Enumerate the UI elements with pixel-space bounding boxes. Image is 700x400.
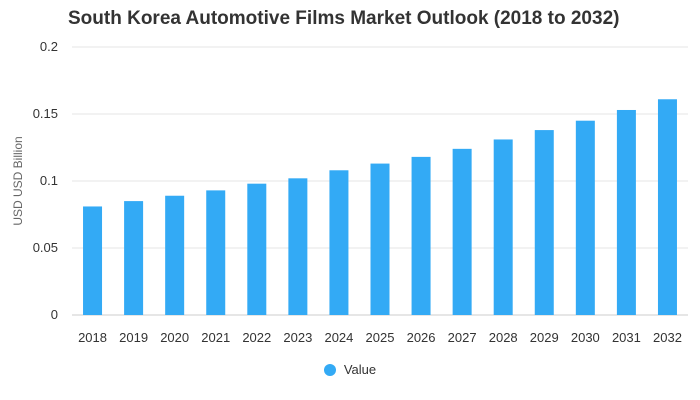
- bars: [83, 99, 677, 315]
- x-tick-label: 2032: [653, 330, 682, 345]
- bar-2019[interactable]: [124, 201, 144, 315]
- x-tick-label: 2025: [366, 330, 395, 345]
- x-tick-label: 2023: [283, 330, 312, 345]
- bar-2018[interactable]: [83, 206, 103, 315]
- y-axis-ticks: 0 0.05 0.1 0.15 0.2: [33, 39, 58, 322]
- bar-2030[interactable]: [575, 120, 595, 315]
- x-tick-label: 2031: [612, 330, 641, 345]
- x-tick-label: 2030: [571, 330, 600, 345]
- x-axis-ticks: 2018 2019 2020 2021 2022 2023 2024 2025 2026 2027…: [78, 330, 682, 345]
- bar-2027[interactable]: [452, 148, 472, 315]
- y-tick-label: 0.1: [40, 173, 58, 188]
- x-tick-label: 2026: [407, 330, 436, 345]
- bar-2020[interactable]: [165, 195, 185, 315]
- y-tick-label: 0.2: [40, 39, 58, 54]
- bar-2024[interactable]: [329, 170, 349, 315]
- x-tick-label: 2021: [201, 330, 230, 345]
- x-tick-label: 2022: [242, 330, 271, 345]
- x-tick-label: 2018: [78, 330, 107, 345]
- y-tick-label: 0: [51, 307, 58, 322]
- bar-2023[interactable]: [288, 178, 308, 315]
- bar-2022[interactable]: [247, 183, 267, 315]
- x-tick-label: 2024: [324, 330, 353, 345]
- x-tick-label: 2020: [160, 330, 189, 345]
- legend-label: Value: [343, 362, 377, 377]
- bar-2031[interactable]: [616, 109, 636, 315]
- legend[interactable]: Value: [0, 362, 700, 377]
- x-tick-label: 2029: [530, 330, 559, 345]
- legend-swatch: [323, 363, 336, 376]
- y-tick-label: 0.15: [33, 106, 58, 121]
- x-tick-label: 2028: [489, 330, 518, 345]
- x-tick-label: 2027: [448, 330, 477, 345]
- bar-2025[interactable]: [370, 163, 390, 315]
- bar-2026[interactable]: [411, 156, 431, 315]
- y-tick-label: 0.05: [33, 240, 58, 255]
- bar-2032[interactable]: [657, 99, 677, 315]
- chart-title: South Korea Automotive Films Market Outl…: [68, 8, 620, 29]
- bar-2028[interactable]: [493, 139, 513, 315]
- x-tick-label: 2019: [119, 330, 148, 345]
- bar-2029[interactable]: [534, 130, 554, 315]
- bar-2021[interactable]: [206, 190, 226, 315]
